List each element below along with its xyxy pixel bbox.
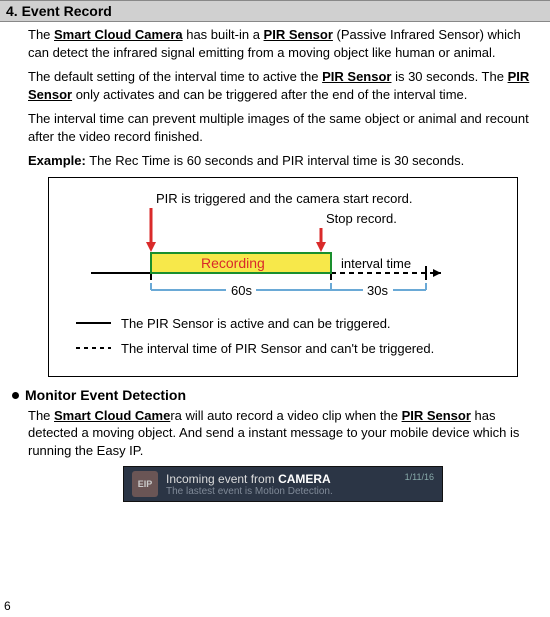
notification-date: 1/11/16 (405, 472, 434, 482)
term-smart-cloud-camera: Smart Cloud Camera (54, 27, 183, 42)
para-2: The default setting of the interval time… (28, 68, 538, 103)
camera-name: CAMERA (278, 472, 331, 486)
text: is 30 seconds. The (391, 69, 507, 84)
bullet-icon (12, 392, 19, 399)
text: The (28, 27, 54, 42)
term-pir-sensor: PIR Sensor (264, 27, 333, 42)
legend-solid-text: The PIR Sensor is active and can be trig… (121, 316, 391, 331)
label-trigger: PIR is triggered and the camera start re… (156, 191, 413, 206)
bullet-monitor-event: Monitor Event Detection (12, 387, 538, 403)
bullet-title-text: Monitor Event Detection (25, 387, 186, 403)
notification-banner: EIP Incoming event from CAMERA The laste… (123, 466, 443, 502)
notification-title: Incoming event from CAMERA (166, 472, 434, 486)
example-label: Example: (28, 153, 86, 168)
red-arrowhead-2 (316, 242, 326, 252)
red-arrowhead-1 (146, 242, 156, 252)
para-3: The interval time can prevent multiple i… (28, 110, 538, 145)
arrowhead-icon (433, 269, 441, 277)
term-pir-sensor: PIR Sensor (402, 408, 471, 423)
para-5: The Smart Cloud Camera will auto record … (28, 407, 538, 460)
text: only activates and can be triggered afte… (72, 87, 467, 102)
page-number: 6 (4, 599, 11, 613)
text: The Rec Time is 60 seconds and PIR inter… (86, 153, 464, 168)
label-recording: Recording (201, 255, 265, 271)
legend-dash-text: The interval time of PIR Sensor and can'… (121, 341, 434, 356)
section-header: 4. Event Record (0, 0, 550, 22)
text: Incoming event from (166, 472, 278, 486)
app-icon-text: EIP (138, 479, 153, 489)
label-stop: Stop record. (326, 211, 397, 226)
label-60s: 60s (231, 283, 252, 298)
para-4: Example: The Rec Time is 60 seconds and … (28, 152, 538, 170)
notification-text: Incoming event from CAMERA The lastest e… (166, 472, 434, 497)
label-30s: 30s (367, 283, 388, 298)
text: The (28, 408, 54, 423)
text: The default setting of the interval time… (28, 69, 322, 84)
section-header-text: 4. Event Record (6, 3, 112, 19)
body-content: The Smart Cloud Camera has built-in a PI… (0, 22, 550, 502)
notification-subtitle: The lastest event is Motion Detection. (166, 486, 434, 497)
label-interval: interval time (341, 256, 411, 271)
term-smart-cloud-came: Smart Cloud Came (54, 408, 170, 423)
text: ra will auto record a video clip when th… (170, 408, 401, 423)
para-1: The Smart Cloud Camera has built-in a PI… (28, 26, 538, 61)
diagram-svg: PIR is triggered and the camera start re… (61, 188, 501, 368)
text: The interval time can prevent multiple i… (28, 111, 529, 144)
timing-diagram: PIR is triggered and the camera start re… (48, 177, 518, 377)
term-pir-sensor: PIR Sensor (322, 69, 391, 84)
text: has built-in a (183, 27, 264, 42)
app-icon: EIP (132, 471, 158, 497)
